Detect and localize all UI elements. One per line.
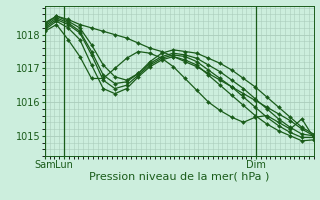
X-axis label: Pression niveau de la mer( hPa ): Pression niveau de la mer( hPa )	[89, 172, 269, 182]
